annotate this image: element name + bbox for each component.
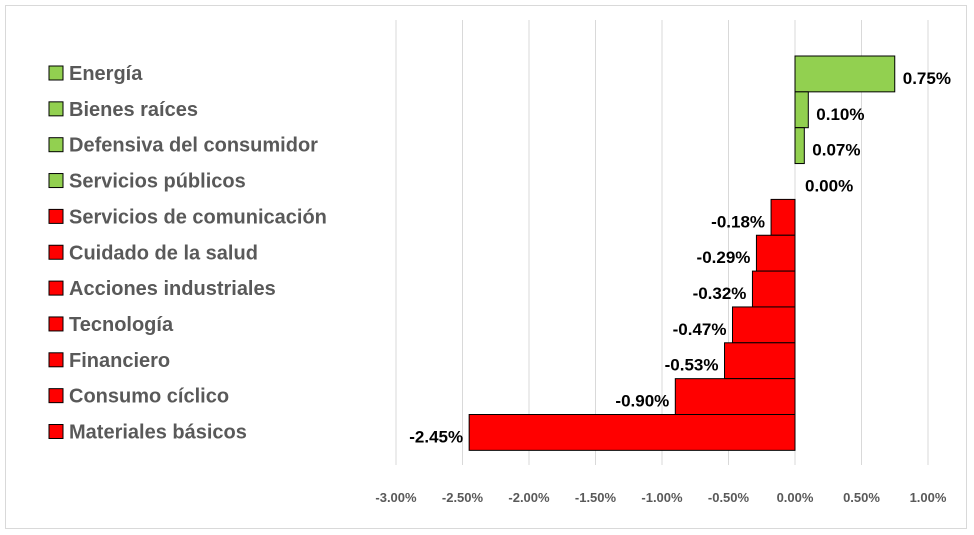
data-labels: 0.75% 0.10% 0.07% 0.00% -0.18% -0.29% -0.32% -0… xyxy=(409,69,951,446)
data-label: -0.18% xyxy=(711,212,765,231)
x-axis-ticks: -3.00% -2.50% -2.00% -1.50% -1.00% -0.50% 0.00… xyxy=(375,490,946,505)
legend-label: Defensiva del consumidor xyxy=(69,135,318,157)
legend-swatch xyxy=(48,280,64,296)
legend-label: Materiales básicos xyxy=(69,422,247,444)
x-tick-label: 0.00% xyxy=(777,490,814,505)
legend-label: Servicios de comunicación xyxy=(69,206,327,228)
data-label: 0.07% xyxy=(812,141,860,160)
legend-label: Tecnología xyxy=(69,314,174,336)
legend-label: Acciones industriales xyxy=(69,278,276,300)
legend-swatch xyxy=(48,208,64,224)
legend-label: Financiero xyxy=(69,350,170,372)
data-label: 0.10% xyxy=(816,105,864,124)
legend-swatch xyxy=(48,244,64,260)
data-label: -0.29% xyxy=(697,248,751,267)
data-label: 0.75% xyxy=(903,69,951,88)
data-label: -0.53% xyxy=(665,356,719,375)
legend: Energía Bienes raíces Defensiva del consum… xyxy=(48,63,327,444)
x-tick-label: 0.50% xyxy=(843,490,880,505)
bar xyxy=(794,55,896,93)
x-tick-label: 1.00% xyxy=(910,490,947,505)
bars xyxy=(468,55,896,451)
x-tick-label: -1.00% xyxy=(641,490,683,505)
x-tick-label: -0.50% xyxy=(708,490,750,505)
legend-label: Energía xyxy=(69,63,143,85)
legend-swatch xyxy=(48,352,64,368)
bar xyxy=(751,270,796,308)
legend-swatch xyxy=(48,173,64,189)
legend-label: Bienes raíces xyxy=(69,99,198,121)
bar xyxy=(755,234,796,272)
data-label: -0.32% xyxy=(693,284,747,303)
bar xyxy=(794,127,805,165)
legend-swatch xyxy=(48,388,64,404)
x-tick-label: -3.00% xyxy=(375,490,417,505)
legend-swatch xyxy=(48,424,64,439)
x-tick-label: -1.50% xyxy=(575,490,617,505)
bar xyxy=(731,306,796,344)
bar xyxy=(724,342,796,380)
x-tick-label: -2.00% xyxy=(508,490,550,505)
bar xyxy=(674,378,796,415)
legend-swatch xyxy=(48,101,64,117)
data-label: -0.90% xyxy=(615,392,669,411)
legend-swatch xyxy=(48,137,64,153)
bar xyxy=(770,198,796,236)
legend-swatch xyxy=(48,316,64,332)
bar xyxy=(794,91,809,129)
legend-swatch xyxy=(48,65,64,81)
legend-label: Cuidado de la salud xyxy=(69,242,258,264)
data-label: 0.00% xyxy=(805,176,853,195)
bar xyxy=(468,414,796,451)
legend-label: Servicios públicos xyxy=(69,171,246,193)
legend-label: Consumo cíclico xyxy=(69,386,229,408)
x-tick-label: -2.50% xyxy=(442,490,484,505)
data-label: -0.47% xyxy=(673,320,727,339)
data-label: -2.45% xyxy=(409,427,463,446)
